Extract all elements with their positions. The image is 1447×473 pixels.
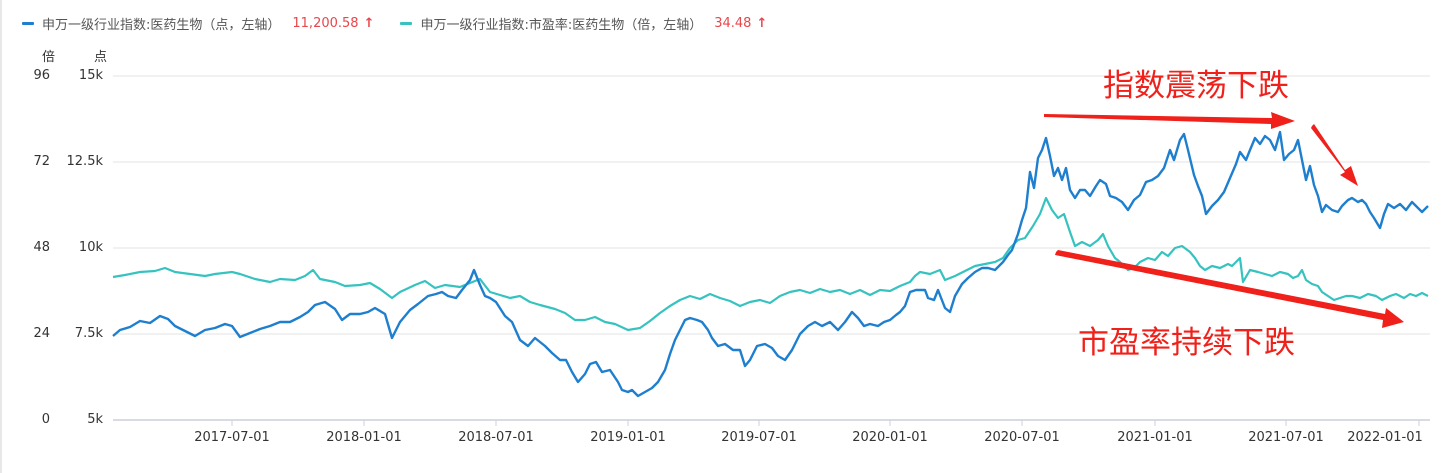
up-arrow-icon: ↑ bbox=[363, 16, 375, 31]
annotation-pe-declining: 市盈率持续下跌 bbox=[1078, 325, 1295, 361]
index-line bbox=[112, 130, 1429, 398]
legend-swatch-pe bbox=[400, 22, 413, 25]
annotation-arrows bbox=[1044, 112, 1404, 328]
index-tick: 10k bbox=[78, 240, 103, 255]
legend-value-index: 11,200.58 bbox=[292, 16, 359, 31]
pe-tick: 48 bbox=[33, 240, 50, 255]
index-tick: 5k bbox=[87, 412, 103, 427]
chart-legend: 申万一级行业指数:医药生物（点，左轴） 11,200.58 ↑ 申万一级行业指数… bbox=[22, 14, 793, 33]
grid-lines bbox=[113, 75, 1430, 335]
x-tick: 2020-01-01 bbox=[852, 430, 928, 445]
pe-axis-unit: 倍 bbox=[42, 50, 56, 65]
legend-swatch-index bbox=[22, 22, 34, 25]
x-tick: 2017-07-01 bbox=[194, 430, 270, 445]
annotation-index-declining: 指数震荡下跌 bbox=[1103, 68, 1289, 104]
x-tick: 2021-07-01 bbox=[1248, 430, 1324, 445]
x-tick: 2021-01-01 bbox=[1117, 430, 1193, 445]
pe-tick: 0 bbox=[41, 412, 50, 427]
arrow-top-diagonal bbox=[1311, 124, 1358, 186]
arrow-bottom-diagonal bbox=[1055, 250, 1404, 328]
pe-tick: 96 bbox=[33, 68, 50, 83]
x-tick: 2019-07-01 bbox=[721, 430, 797, 445]
index-tick: 15k bbox=[78, 68, 103, 83]
index-tick: 7.5k bbox=[74, 326, 103, 341]
pe-tick: 24 bbox=[33, 326, 50, 341]
legend-item-index[interactable]: 申万一级行业指数:医药生物（点，左轴） 11,200.58 ↑ bbox=[22, 14, 374, 33]
index-tick: 12.5k bbox=[66, 154, 103, 169]
pe-ratio-line bbox=[112, 196, 1429, 332]
x-tick: 2019-01-01 bbox=[590, 430, 666, 445]
x-tick: 2022-01-01 bbox=[1347, 430, 1423, 445]
x-tick: 2018-07-01 bbox=[458, 430, 534, 445]
up-arrow-icon: ↑ bbox=[756, 16, 768, 31]
index-axis-unit: 点 bbox=[94, 50, 108, 65]
arrow-top-horizontal bbox=[1044, 112, 1295, 129]
pe-tick: 72 bbox=[33, 154, 50, 169]
x-tick: 2018-01-01 bbox=[326, 430, 402, 445]
x-axis-ticks bbox=[231, 420, 1420, 426]
legend-value-pe: 34.48 bbox=[714, 16, 752, 31]
x-tick: 2020-07-01 bbox=[984, 430, 1060, 445]
chart-frame-border bbox=[0, 0, 2, 473]
legend-label-index: 申万一级行业指数:医药生物（点，左轴） bbox=[42, 18, 281, 33]
legend-item-pe[interactable]: 申万一级行业指数:市盈率:医药生物（倍，左轴） 34.48 ↑ bbox=[400, 14, 767, 33]
legend-label-pe: 申万一级行业指数:市盈率:医药生物（倍，左轴） bbox=[420, 18, 703, 33]
